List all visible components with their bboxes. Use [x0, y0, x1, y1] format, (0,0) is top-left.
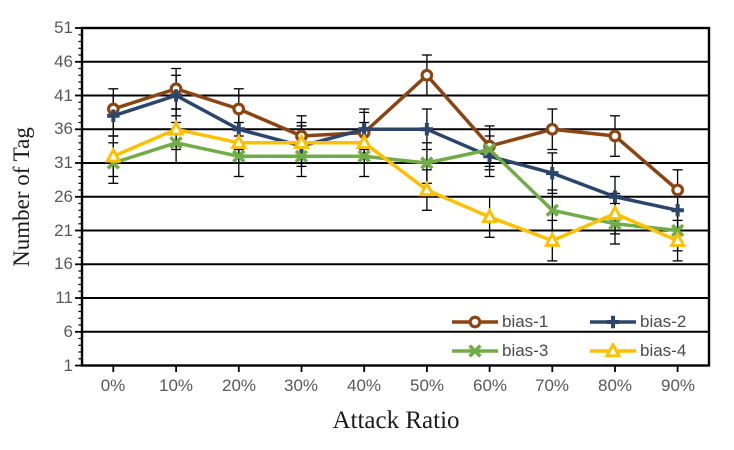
x-tick-label-30: 30% — [283, 376, 319, 395]
x-tick-label-60: 60% — [472, 376, 508, 395]
y-tick-label-16: 16 — [54, 254, 73, 273]
y-tick-label-6: 6 — [63, 322, 73, 341]
x-axis-title: Attack Ratio — [332, 407, 460, 434]
legend-item-bias-4: bias-4 — [589, 337, 727, 364]
legend-marker-circle-icon — [451, 314, 499, 330]
x-tick-label-40: 40% — [346, 376, 382, 395]
legend-label-bias-2: bias-2 — [640, 312, 687, 331]
chart-legend: bias-1 bias-2 bias-3 bias-4 — [451, 308, 727, 364]
y-tick-label-21: 21 — [54, 221, 73, 240]
x-tick-label-0: 0% — [100, 376, 126, 395]
y-tick-label-1: 1 — [63, 356, 73, 375]
legend-item-bias-1: bias-1 — [451, 308, 589, 335]
y-tick-label-46: 46 — [54, 52, 73, 71]
y-tick-label-26: 26 — [54, 187, 73, 206]
y-tick-label-41: 41 — [54, 86, 73, 105]
x-tick-label-90: 90% — [660, 376, 696, 395]
y-tick-label-51: 51 — [54, 18, 73, 37]
x-tick-label-80: 80% — [597, 376, 633, 395]
legend-label-bias-3: bias-3 — [502, 341, 549, 360]
legend-marker-plus-icon — [589, 314, 637, 330]
legend-item-bias-3: bias-3 — [451, 337, 589, 364]
x-tick-label-10: 10% — [158, 376, 194, 395]
legend-marker-triangle-icon — [589, 341, 637, 359]
y-tick-label-31: 31 — [54, 153, 73, 172]
x-tick-label-70: 70% — [534, 376, 570, 395]
y-tick-label-36: 36 — [54, 119, 73, 138]
x-tick-label-50: 50% — [409, 376, 445, 395]
legend-label-bias-1: bias-1 — [502, 312, 549, 331]
legend-item-bias-2: bias-2 — [589, 308, 727, 335]
legend-label-bias-4: bias-4 — [640, 341, 687, 360]
legend-marker-x-icon — [451, 343, 499, 359]
x-tick-label-20: 20% — [221, 376, 257, 395]
y-tick-label-11: 11 — [55, 288, 73, 307]
